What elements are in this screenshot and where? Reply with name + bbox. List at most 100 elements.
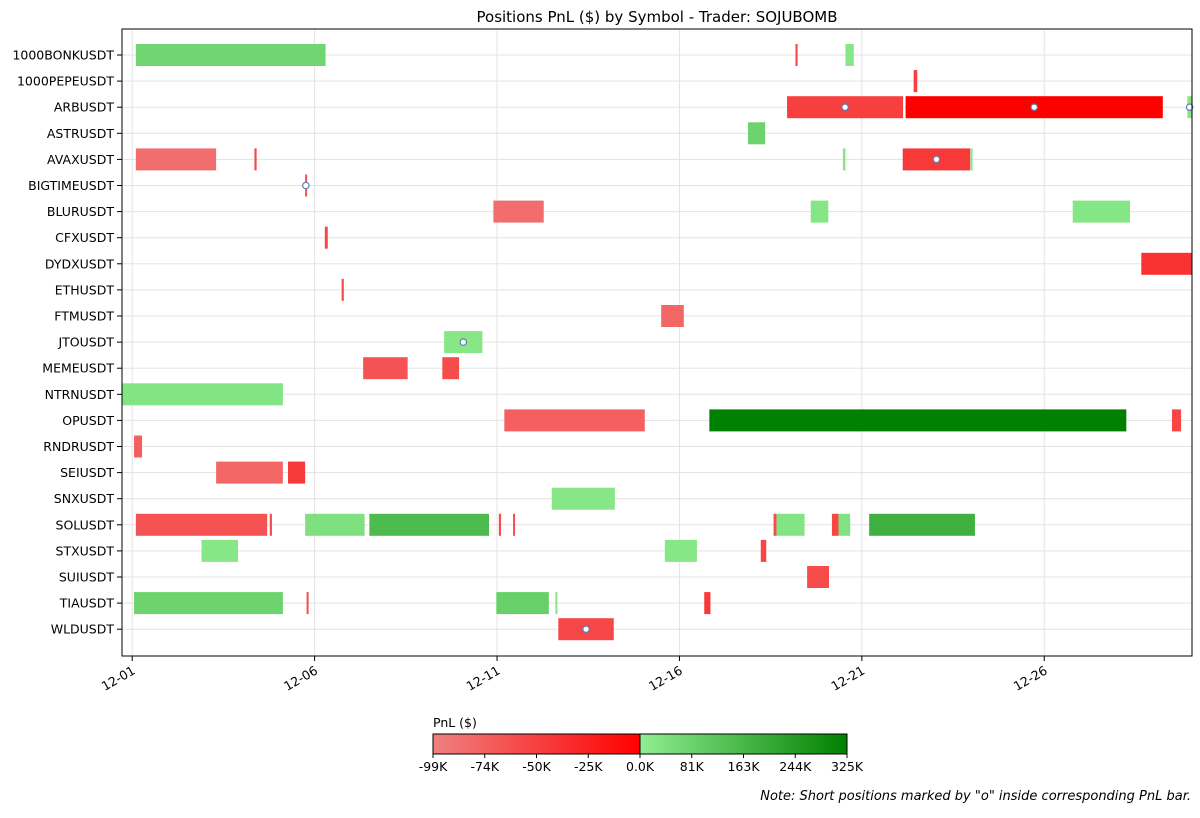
y-axis: 1000BONKUSDT 1000PEPEUSDT ARBUSDT ASTRUSDT A… (12, 48, 122, 637)
y-tick-label: SNXUSDT (54, 491, 115, 506)
colorbar-tick-label: -25K (574, 759, 603, 774)
short-marker (582, 625, 590, 634)
short-marker (459, 338, 468, 346)
pnl-bar (498, 513, 502, 536)
pnl-bar (305, 513, 365, 536)
pnl-bar (363, 357, 408, 380)
y-tick-label: ASTRUSDT (47, 126, 115, 141)
y-tick-label: BLURUSDT (47, 204, 114, 219)
pnl-bar (831, 513, 839, 536)
colorbar-tick-label: 244K (779, 759, 812, 774)
y-tick-label: OPUSDT (62, 413, 114, 428)
y-tick-label: SEIUSDT (60, 465, 114, 480)
colorbar-tick-label: -99K (419, 759, 448, 774)
pnl-bar (1141, 252, 1192, 275)
pnl-bar (1171, 409, 1182, 432)
pnl-bar (709, 409, 1127, 432)
pnl-bar (760, 539, 767, 562)
pnl-bar (1072, 200, 1130, 223)
pnl-bar (513, 513, 516, 536)
pnl-bar (201, 539, 239, 562)
pnl-bar (551, 487, 615, 510)
short-marker (302, 181, 310, 190)
y-tick-label: FTMUSDT (54, 309, 114, 324)
pnl-bar (269, 513, 272, 536)
pnl-bar (135, 148, 217, 171)
short-marker (841, 103, 849, 112)
chart-note: Note: Short positions marked by "o" insi… (760, 789, 1191, 804)
y-tick-label: NTRNUSDT (45, 387, 115, 402)
pnl-bar (369, 513, 490, 536)
colorbar-negative (433, 734, 640, 754)
pnl-bar (135, 513, 268, 536)
pnl-bar (970, 148, 973, 171)
y-tick-label: 1000PEPEUSDT (17, 74, 114, 89)
colorbar-tick-label: -50K (522, 759, 551, 774)
pnl-bar (845, 44, 854, 66)
pnl-bar (842, 148, 846, 171)
pnl-bar (122, 383, 283, 406)
y-tick-label: SOLUSDT (56, 517, 115, 532)
colorbar-label: PnL ($) (433, 715, 477, 730)
x-tick-label: 12-11 (464, 663, 503, 694)
x-tick-label: 12-16 (646, 663, 685, 694)
pnl-bar (661, 305, 684, 327)
y-tick-label: SUIUSDT (59, 570, 114, 585)
pnl-bar (913, 70, 918, 93)
colorbar: PnL ($) -99K -74K -50K -25K 0.0K 81K 163K 244K 32… (419, 715, 864, 774)
x-axis: 12-01 12-06 12-11 12-16 12-21 12-26 (99, 656, 1050, 694)
y-tick-label: STXUSDT (56, 543, 115, 558)
y-tick-label: BIGTIMEUSDT (28, 178, 114, 193)
pnl-bar (504, 409, 645, 432)
pnl-bar (134, 592, 283, 615)
colorbar-tick-label: 325K (831, 759, 864, 774)
pnl-bar (287, 461, 306, 484)
y-tick-label: 1000BONKUSDT (12, 48, 114, 63)
y-tick-label: AVAXUSDT (47, 152, 114, 167)
pnl-bar (869, 513, 975, 536)
short-marker (1030, 103, 1039, 112)
y-tick-label: JTOUSDT (57, 335, 114, 350)
pnl-bar (496, 592, 549, 615)
pnl-bar (807, 566, 830, 588)
y-tick-label: CFXUSDT (55, 230, 114, 245)
pnl-bar (135, 44, 326, 66)
pnl-bar (324, 226, 328, 249)
pnl-bar (216, 461, 283, 484)
x-tick-label: 12-26 (1011, 663, 1050, 694)
y-tick-label: MEMEUSDT (42, 361, 114, 376)
short-marker (1185, 103, 1194, 112)
y-tick-label: ARBUSDT (54, 100, 115, 115)
pnl-bar (838, 513, 851, 536)
chart-title: Positions PnL ($) by Symbol - Trader: SO… (477, 8, 838, 26)
pnl-bar (773, 513, 777, 536)
y-tick-label: WLDUSDT (51, 622, 115, 637)
short-marker (932, 155, 941, 164)
pnl-bar (664, 539, 697, 562)
colorbar-tick-label: 81K (680, 759, 705, 774)
x-tick-label: 12-21 (828, 663, 867, 694)
colorbar-positive (640, 734, 847, 754)
colorbar-tick-label: 0.0K (626, 759, 655, 774)
pnl-bar (442, 357, 460, 380)
pnl-bar (254, 148, 257, 171)
pnl-bar (493, 200, 544, 223)
bars (122, 44, 1194, 641)
pnl-bar (134, 435, 143, 458)
pnl-bar (555, 592, 558, 615)
pnl-bar (795, 44, 798, 66)
pnl-bar (776, 513, 805, 536)
x-tick-label: 12-01 (99, 663, 138, 694)
pnl-bar (748, 122, 766, 145)
y-tick-label: ETHUSDT (55, 282, 115, 297)
colorbar-tick-label: 163K (727, 759, 760, 774)
pnl-bar (704, 592, 711, 615)
grid (122, 29, 1192, 656)
colorbar-tick-label: -74K (470, 759, 499, 774)
y-tick-label: TIAUSDT (59, 596, 115, 611)
pnl-bar (341, 278, 344, 301)
y-tick-label: DYDXUSDT (45, 256, 114, 271)
y-tick-label: RNDRUSDT (43, 439, 114, 454)
